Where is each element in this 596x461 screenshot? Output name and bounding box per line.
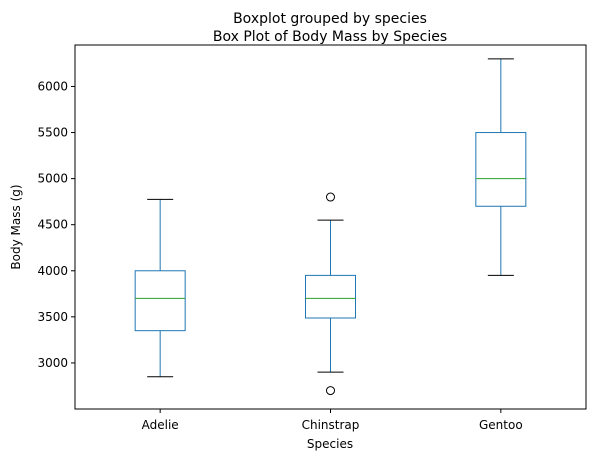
- outlier-point: [326, 386, 335, 396]
- chart-suptitle: Boxplot grouped by species: [233, 11, 427, 27]
- outlier-point: [326, 192, 335, 202]
- iqr-box: [305, 274, 356, 319]
- axes-frame: [74, 44, 587, 410]
- y-axis-label: Body Mass (g): [9, 184, 23, 269]
- y-tick-label: 4500: [37, 218, 68, 232]
- y-tick-label: 5500: [37, 126, 68, 140]
- x-tick-label: Chinstrap: [302, 418, 360, 432]
- x-tick-label: Adelie: [142, 418, 179, 432]
- y-tick-label: 4000: [37, 264, 68, 278]
- chart-title: Box Plot of Body Mass by Species: [213, 29, 447, 45]
- plot-area: 3000 3500 4000 4500 5000 5500 6000 Adelie Chinst…: [37, 58, 527, 432]
- x-tick-label: Gentoo: [479, 418, 523, 432]
- y-tick-label: 5000: [37, 172, 68, 186]
- iqr-box: [475, 132, 527, 207]
- y-tick-label: 3000: [37, 356, 68, 370]
- iqr-box: [134, 270, 186, 332]
- y-tick-label: 3500: [37, 310, 68, 324]
- y-tick-label: 6000: [37, 79, 68, 93]
- x-axis-label: Species: [307, 437, 353, 451]
